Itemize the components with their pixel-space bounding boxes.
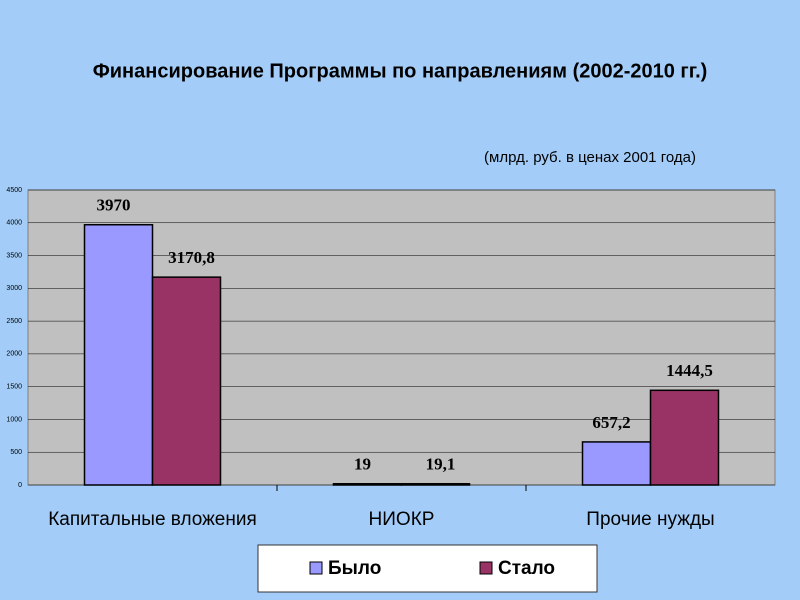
legend-label: Стало: [498, 558, 555, 579]
y-tick-label: 4500: [6, 187, 22, 194]
y-tick-label: 1500: [6, 384, 22, 391]
value-label: 657,2: [592, 413, 630, 432]
value-label: 1444,5: [666, 361, 713, 380]
y-tick-label: 2000: [6, 351, 22, 358]
bar: [581, 441, 652, 486]
value-label: 3970: [97, 196, 131, 215]
chart-title: Финансирование Программы по направлениям…: [93, 60, 708, 82]
value-label: 3170,8: [168, 248, 215, 267]
y-tick-label: 2500: [6, 318, 22, 325]
x-tick-label: НИОКР: [369, 509, 435, 530]
value-label: 19,1: [426, 455, 456, 474]
y-tick-label: 3500: [6, 252, 22, 259]
y-tick-label: 500: [10, 449, 22, 456]
legend-label: Было: [328, 558, 381, 579]
bar: [83, 223, 154, 486]
bar: [649, 389, 720, 486]
chart-subtitle: (млрд. руб. в ценах 2001 года): [484, 149, 696, 166]
y-tick-label: 3000: [6, 285, 22, 292]
bar: [400, 482, 471, 486]
legend-swatch: [479, 561, 493, 575]
value-label: 19: [354, 455, 371, 474]
legend-swatch: [309, 561, 323, 575]
y-tick-label: 1000: [6, 416, 22, 423]
bar: [151, 276, 222, 486]
x-tick-label: Прочие нужды: [586, 509, 714, 530]
bar: [332, 483, 403, 486]
y-tick-label: 4000: [6, 220, 22, 227]
x-tick-label: Капитальные вложения: [48, 509, 257, 530]
y-tick-label: 0: [18, 482, 22, 489]
